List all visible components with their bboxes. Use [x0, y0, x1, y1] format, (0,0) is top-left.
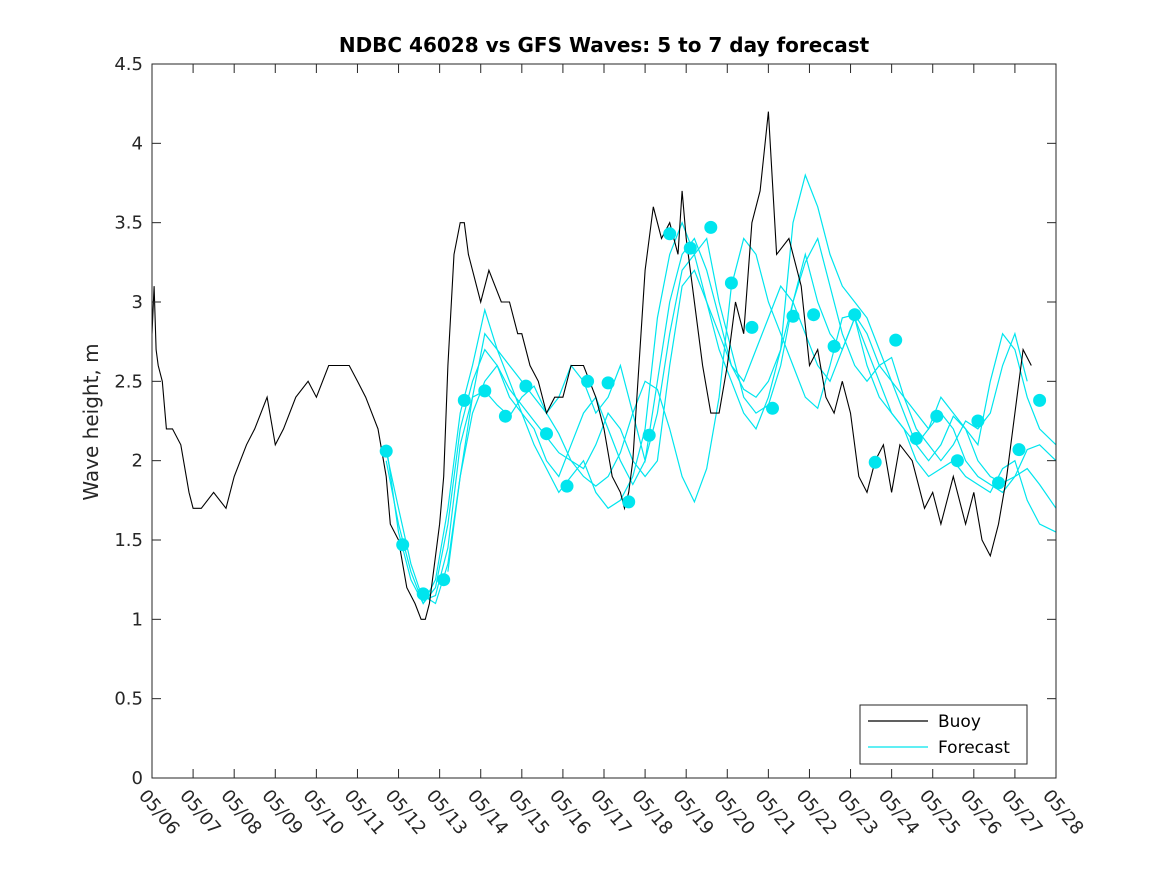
x-tick-label: 05/16	[545, 786, 594, 839]
y-tick-label: 0.5	[114, 689, 143, 710]
forecast-marker	[457, 393, 471, 407]
x-tick-label: 05/11	[340, 786, 389, 839]
forecast-marker	[416, 587, 430, 601]
forecast-marker	[909, 432, 923, 445]
x-tick-label: 05/18	[627, 786, 676, 839]
forecast-marker	[379, 444, 393, 458]
x-tick-label: 05/12	[381, 786, 430, 839]
forecast-marker	[724, 276, 738, 290]
x-tick-label: 05/27	[997, 786, 1046, 839]
x-tick-label: 05/20	[709, 786, 758, 839]
forecast-marker	[519, 379, 533, 393]
forecast-marker	[540, 427, 553, 441]
forecast-marker	[622, 495, 636, 509]
forecast-marker	[745, 320, 759, 334]
forecast-marker	[930, 409, 944, 423]
forecast-marker	[663, 227, 677, 241]
y-tick-label: 3.5	[114, 213, 143, 234]
forecast-marker	[766, 401, 779, 415]
forecast-marker	[478, 384, 492, 398]
x-tick-label: 05/06	[134, 786, 183, 839]
forecast-marker	[827, 339, 841, 353]
forecast-marker	[992, 476, 1005, 490]
forecast-marker	[1012, 443, 1026, 457]
y-tick-label: 2	[132, 451, 143, 472]
x-tick-label: 05/24	[874, 786, 923, 839]
forecast-marker	[889, 333, 903, 347]
forecast-marker	[868, 455, 882, 469]
x-tick-label: 05/08	[216, 786, 265, 839]
forecast-marker	[971, 414, 985, 428]
x-tick-label: 05/22	[792, 786, 841, 839]
x-tick-label: 05/21	[751, 786, 800, 839]
forecast-marker	[704, 220, 718, 234]
y-tick-label: 0	[132, 768, 143, 789]
x-tick-label: 05/09	[257, 786, 306, 839]
x-tick-label: 05/23	[833, 786, 882, 839]
y-axis-label: Wave height, m	[79, 343, 103, 500]
x-tick-label: 05/14	[463, 786, 512, 839]
forecast-marker	[581, 374, 595, 388]
legend-box	[859, 704, 1028, 765]
forecast-marker	[786, 309, 800, 323]
x-tick-label: 05/13	[422, 786, 471, 839]
chart-title: NDBC 46028 vs GFS Waves: 5 to 7 day fore…	[339, 33, 870, 57]
buoy-line	[152, 111, 1032, 620]
y-tick-label: 1	[132, 609, 143, 630]
legend: Buoy Forecast	[859, 704, 1028, 765]
forecast-marker	[601, 376, 615, 390]
x-tick-label: 05/26	[956, 786, 1005, 839]
x-tick-label: 05/10	[299, 786, 348, 839]
x-tick-label: 05/25	[915, 786, 964, 839]
y-tick-label: 2.5	[114, 371, 143, 392]
forecast-marker	[560, 479, 574, 493]
forecast-line-1	[385, 237, 1056, 605]
forecast-marker	[437, 573, 451, 587]
series-layer	[152, 111, 1056, 620]
y-tick-label: 4	[132, 133, 143, 154]
plot-frame	[151, 63, 1057, 779]
forecast-line-0	[385, 237, 1056, 602]
y-tick-label: 1.5	[114, 530, 143, 551]
x-tick-label: 05/15	[504, 786, 553, 839]
y-tick-label: 3	[132, 292, 143, 313]
x-tick-label: 05/17	[586, 786, 635, 839]
forecast-marker	[396, 538, 410, 552]
legend-forecast-label: Forecast	[938, 738, 1010, 758]
forecast-marker	[1033, 393, 1047, 407]
y-tick-label: 4.5	[114, 54, 143, 75]
forecast-marker	[807, 308, 821, 322]
x-tick-label: 05/19	[668, 786, 717, 839]
legend-buoy-label: Buoy	[938, 712, 981, 732]
forecast-marker	[683, 241, 697, 255]
forecast-marker	[950, 454, 964, 468]
x-tick-label: 05/28	[1038, 786, 1087, 839]
forecast-marker	[848, 308, 862, 322]
x-tick-label: 05/07	[175, 786, 224, 839]
forecast-marker	[498, 409, 512, 423]
y-axis: 0 0.5 1 1.5 2 2.5 3 3.5 4 4.5	[114, 54, 1056, 789]
forecast-marker	[642, 428, 656, 442]
forecast-line-4	[422, 236, 1028, 605]
